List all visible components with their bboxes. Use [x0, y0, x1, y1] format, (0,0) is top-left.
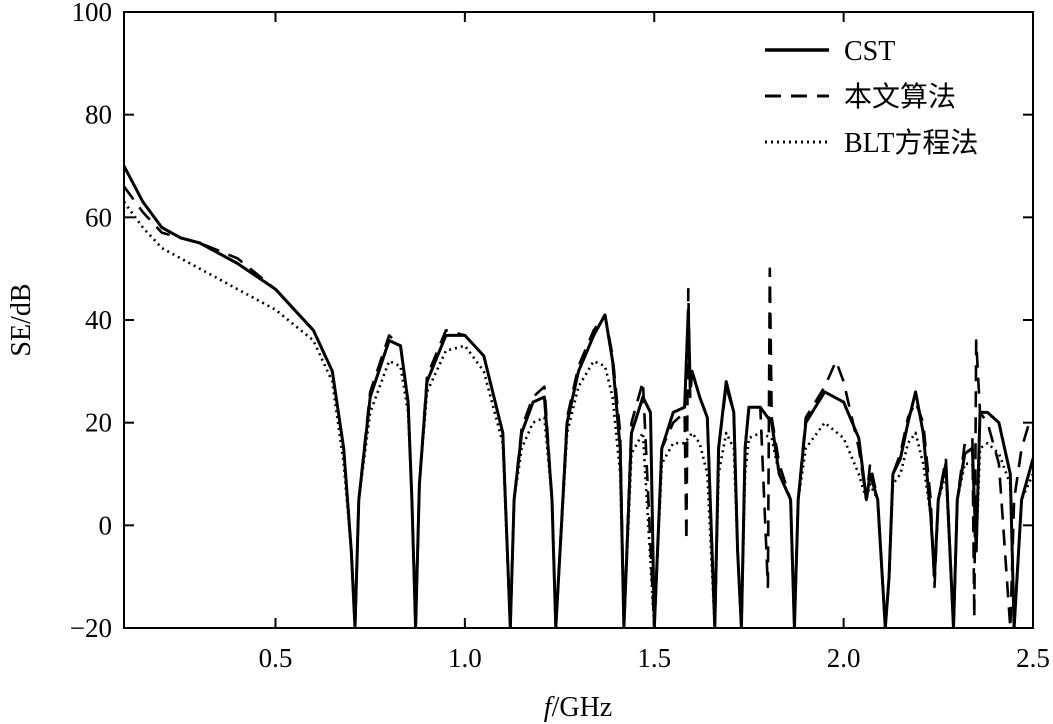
x-tick-label: 1.0 — [448, 643, 482, 673]
y-tick-label: 20 — [85, 408, 112, 438]
x-axis-title-unit: /GHz — [552, 692, 613, 723]
x-tick-label: 2.5 — [1016, 643, 1050, 673]
x-tick-label: 1.5 — [637, 643, 671, 673]
x-tick-label: 0.5 — [259, 643, 293, 673]
x-tick-label: 2.0 — [827, 643, 861, 673]
y-tick-label: 100 — [72, 0, 113, 27]
y-axis: −20 0 20 40 60 80 100 — [70, 0, 1033, 643]
series-line-1 — [124, 165, 1033, 628]
x-axis: 0.5 1.0 1.5 2.0 2.5 — [259, 12, 1050, 673]
x-axis-title-italic: f — [544, 692, 555, 723]
y-tick-label: 60 — [85, 202, 112, 232]
y-tick-label: 0 — [99, 510, 113, 540]
legend-label-3: BLT方程法 — [844, 127, 978, 159]
legend-label-2: 本文算法 — [844, 81, 956, 113]
series-line-3 — [124, 201, 1033, 628]
series-line-2 — [124, 185, 1033, 628]
legend: CST 本文算法 BLT方程法 — [765, 36, 978, 159]
y-axis-title: SE/dB — [6, 283, 37, 356]
y-tick-label: 40 — [85, 305, 112, 335]
series-group — [124, 165, 1033, 628]
x-axis-title: f/GHz — [544, 692, 612, 723]
y-tick-label: −20 — [70, 613, 112, 643]
y-tick-label: 80 — [85, 100, 112, 130]
legend-label-1: CST — [844, 36, 895, 67]
